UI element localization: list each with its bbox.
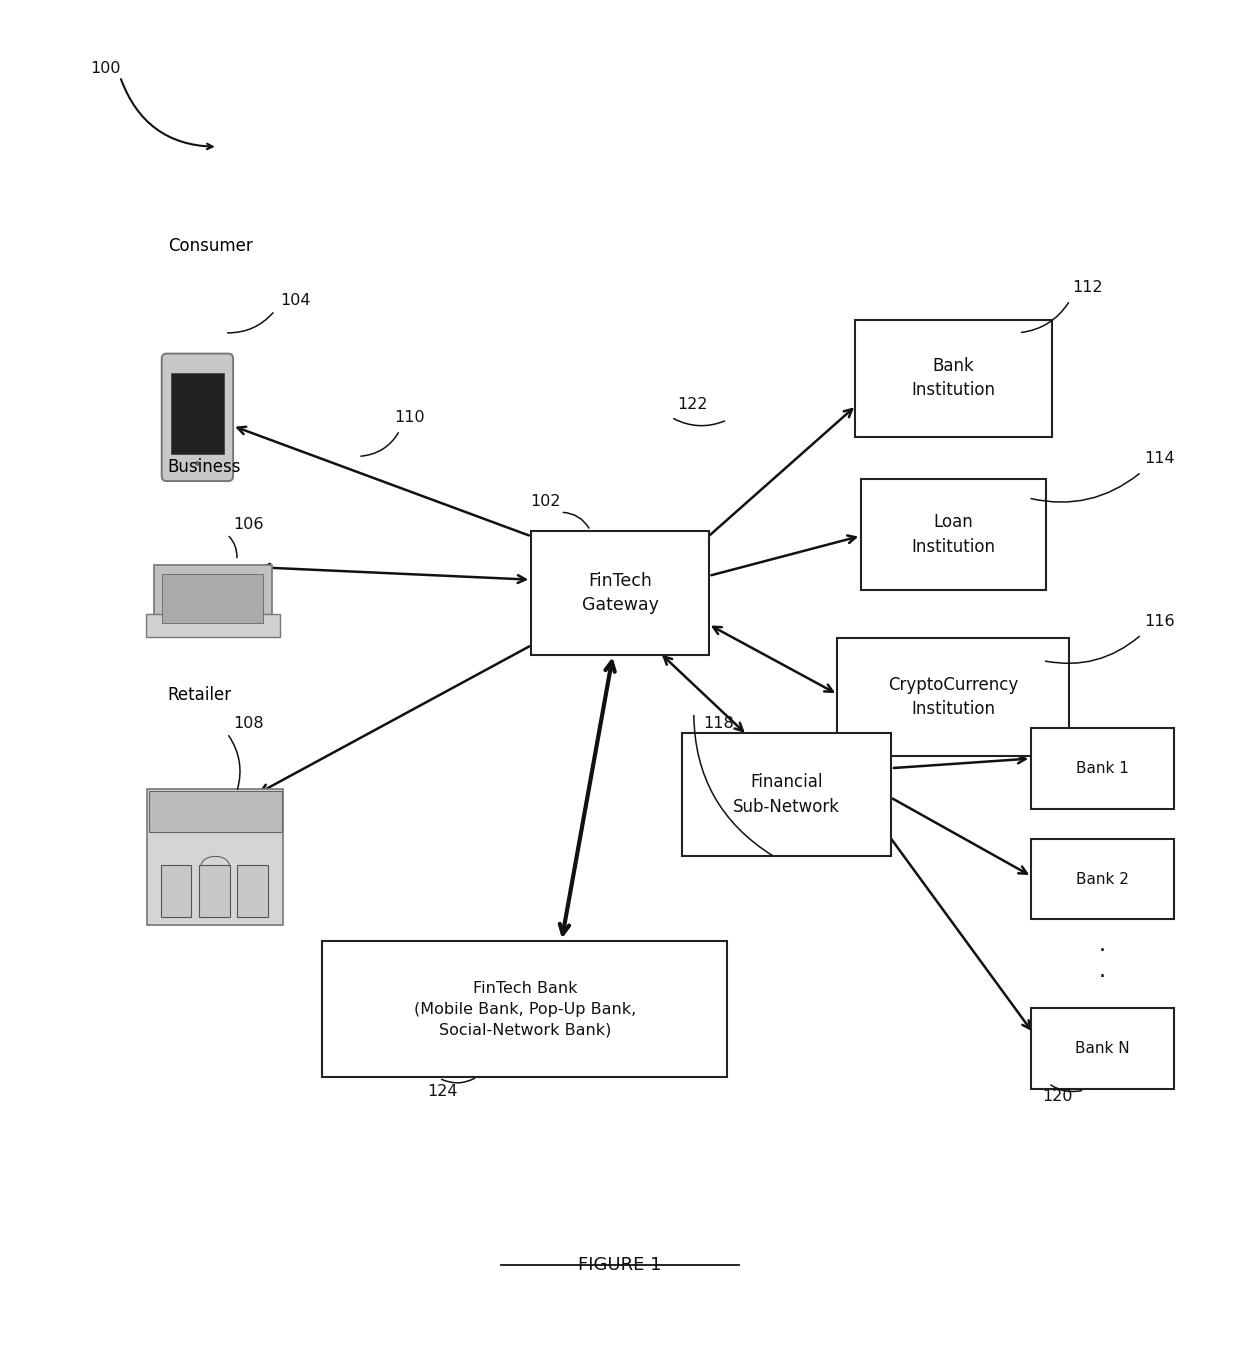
FancyBboxPatch shape <box>148 790 283 924</box>
Text: Loan
Institution: Loan Institution <box>911 514 996 556</box>
Text: 116: 116 <box>1143 614 1174 629</box>
Text: FinTech
Gateway: FinTech Gateway <box>582 572 658 614</box>
Text: 122: 122 <box>677 397 708 412</box>
FancyArrowPatch shape <box>709 409 852 535</box>
Text: 100: 100 <box>91 61 120 76</box>
Text: 120: 120 <box>1043 1089 1073 1104</box>
FancyBboxPatch shape <box>837 638 1069 756</box>
FancyBboxPatch shape <box>171 373 223 454</box>
FancyBboxPatch shape <box>1030 1008 1173 1088</box>
FancyArrowPatch shape <box>559 661 615 934</box>
FancyBboxPatch shape <box>1030 839 1173 920</box>
Text: Bank 2: Bank 2 <box>1075 871 1128 886</box>
Text: Bank
Institution: Bank Institution <box>911 358 996 400</box>
FancyBboxPatch shape <box>160 864 191 917</box>
FancyBboxPatch shape <box>531 531 709 654</box>
Text: 104: 104 <box>280 293 311 308</box>
Text: Consumer: Consumer <box>167 237 253 255</box>
FancyArrowPatch shape <box>894 756 1025 768</box>
Text: 124: 124 <box>427 1084 458 1099</box>
Text: FIGURE 1: FIGURE 1 <box>578 1256 662 1275</box>
Text: Bank 1: Bank 1 <box>1075 762 1128 776</box>
Text: 112: 112 <box>1073 279 1102 295</box>
Text: 114: 114 <box>1143 451 1174 466</box>
FancyBboxPatch shape <box>161 354 233 481</box>
Text: 108: 108 <box>233 715 264 730</box>
Text: Bank N: Bank N <box>1075 1041 1130 1056</box>
FancyArrowPatch shape <box>712 535 856 576</box>
Text: Business: Business <box>167 458 241 476</box>
Text: ·: · <box>1099 966 1106 986</box>
FancyBboxPatch shape <box>682 733 890 856</box>
FancyBboxPatch shape <box>1030 728 1173 809</box>
Text: FinTech Bank
(Mobile Bank, Pop-Up Bank,
Social-Network Bank): FinTech Bank (Mobile Bank, Pop-Up Bank, … <box>414 981 636 1037</box>
FancyArrowPatch shape <box>893 798 1027 874</box>
Text: 102: 102 <box>531 495 562 509</box>
FancyBboxPatch shape <box>145 614 280 637</box>
Text: Financial
Sub-Network: Financial Sub-Network <box>733 774 841 816</box>
FancyArrowPatch shape <box>260 646 529 791</box>
Text: ·: · <box>1099 940 1106 961</box>
FancyBboxPatch shape <box>237 864 268 917</box>
Text: Retailer: Retailer <box>167 686 232 703</box>
FancyBboxPatch shape <box>154 565 272 629</box>
FancyArrowPatch shape <box>890 837 1030 1028</box>
FancyBboxPatch shape <box>198 864 229 917</box>
FancyBboxPatch shape <box>149 791 281 832</box>
FancyBboxPatch shape <box>861 480 1045 589</box>
FancyArrowPatch shape <box>713 627 833 691</box>
FancyArrowPatch shape <box>262 564 526 583</box>
Text: 106: 106 <box>233 516 264 531</box>
Text: 118: 118 <box>703 715 734 730</box>
Text: 110: 110 <box>394 409 424 425</box>
FancyBboxPatch shape <box>322 940 727 1077</box>
FancyArrowPatch shape <box>238 427 528 535</box>
FancyArrowPatch shape <box>663 657 743 730</box>
FancyBboxPatch shape <box>856 320 1052 436</box>
FancyBboxPatch shape <box>162 575 263 623</box>
Text: CryptoCurrency
Institution: CryptoCurrency Institution <box>888 676 1018 718</box>
